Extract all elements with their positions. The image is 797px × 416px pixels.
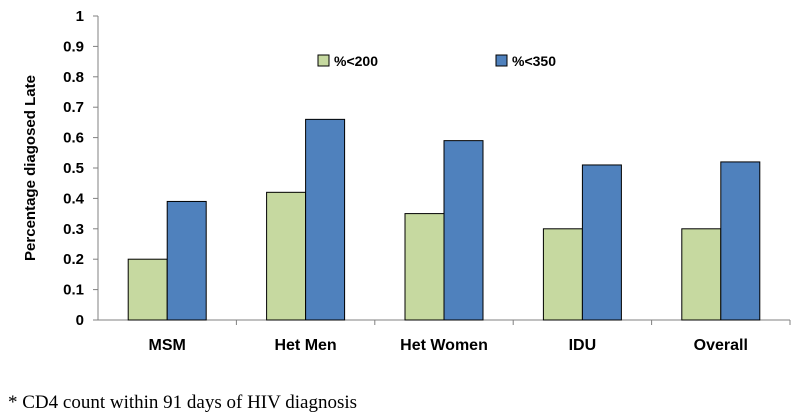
y-tick-label: 0.5	[63, 160, 84, 177]
bar-msm-series-1	[127, 258, 168, 321]
bar-het-men-series-2	[305, 118, 346, 321]
category-label: Overall	[694, 337, 748, 354]
y-tick-label: 0.1	[63, 282, 84, 299]
y-tick-label: 0.7	[63, 99, 84, 116]
y-tick-label: 0.6	[63, 130, 84, 147]
y-tick-label: 0.9	[63, 38, 84, 55]
bar-het-women-series-1	[404, 213, 445, 321]
bar-het-women-series-2	[443, 140, 484, 321]
bar-idu-series-2	[581, 164, 622, 321]
category-label: IDU	[569, 337, 597, 354]
category-label: MSM	[149, 337, 186, 354]
legend-label: %<350	[512, 53, 556, 69]
category-label: Het Women	[400, 337, 488, 354]
footnote: * CD4 count within 91 days of HIV diagno…	[8, 392, 358, 413]
bar-idu-series-1	[542, 228, 583, 321]
legend-swatch	[495, 54, 508, 67]
legend-label: %<200	[334, 53, 378, 69]
bar-msm-series-2	[166, 200, 207, 321]
y-tick-label: 0.4	[63, 190, 85, 207]
y-tick-label: 0	[76, 312, 84, 329]
y-tick-label: 0.2	[63, 251, 84, 268]
category-label: Het Men	[274, 337, 336, 354]
legend-swatch	[317, 54, 330, 67]
bar-het-men-series-1	[266, 191, 307, 321]
y-tick-label: 0.8	[63, 69, 84, 86]
y-tick-label: 0.3	[63, 221, 84, 238]
bar-overall-series-2	[720, 161, 761, 321]
y-axis-title: Percentage diagosed Late	[22, 75, 39, 261]
y-tick-label: 1	[76, 8, 84, 25]
bar-overall-series-1	[681, 228, 722, 321]
